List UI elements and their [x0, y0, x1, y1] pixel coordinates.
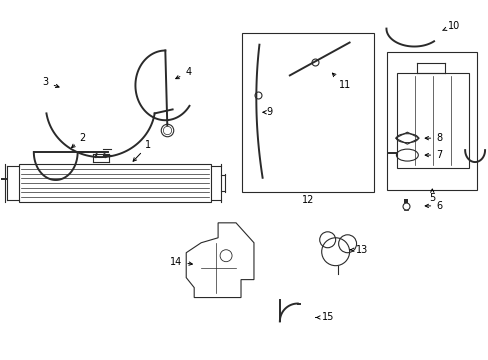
Text: 3: 3 [42, 77, 59, 87]
Bar [397, 73, 468, 168]
Bar [19, 164, 211, 202]
Text: 11: 11 [332, 73, 350, 90]
Text: 14: 14 [170, 257, 192, 267]
Text: 4: 4 [175, 67, 191, 78]
Text: 13: 13 [350, 245, 368, 255]
Text: 8: 8 [424, 133, 442, 143]
Text: 1: 1 [133, 140, 151, 161]
Text: 7: 7 [424, 150, 442, 160]
Text: 15: 15 [315, 312, 333, 323]
Text: 10: 10 [442, 21, 459, 31]
Bar [386, 53, 476, 190]
Text: 9: 9 [263, 107, 272, 117]
Text: 5: 5 [428, 189, 434, 203]
Text: 6: 6 [424, 201, 442, 211]
Text: 2: 2 [71, 133, 85, 148]
Bar [242, 32, 373, 192]
Text: 12: 12 [301, 195, 313, 205]
